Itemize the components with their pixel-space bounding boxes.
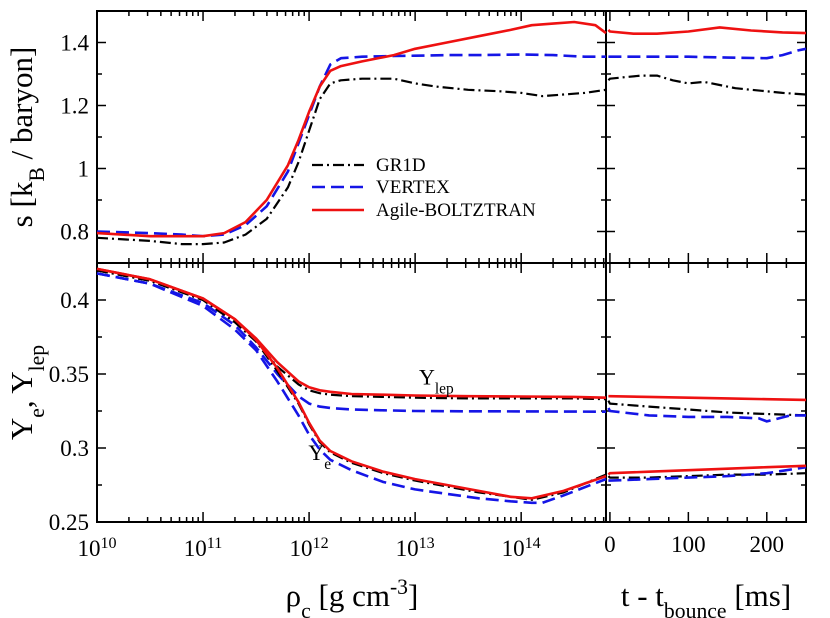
top-panel-left-frame [96, 10, 607, 264]
legend-label-agile-boltztran: Agile-BOLTZTRAN [376, 200, 536, 221]
x-axis-label-rho: ρc [g cm-3] [286, 575, 419, 618]
top-panel-right-frame [605, 10, 807, 264]
chart-axes-group [96, 10, 807, 523]
x-axis-label-time: t - tbounce [ms] [621, 578, 791, 618]
series-agile-boltztran-time [607, 26, 807, 36]
series-vertex-ye-time [608, 465, 807, 482]
series-vertex-ylep-rho [96, 272, 607, 414]
series-agile-boltztran-ylep-time [608, 394, 807, 402]
series-gr1d-ye-time [607, 472, 807, 479]
series-agile-boltztran-rho [96, 20, 607, 238]
legend-label-vertex: VERTEX [376, 177, 450, 198]
chart-series-group [96, 20, 807, 505]
series-gr1d-ylep-time [607, 400, 807, 417]
top-y-tick-label-1.4: 1.4 [60, 31, 89, 56]
y-axis-label-entropy: s [kB / baryon] [4, 47, 49, 228]
series-vertex-time [608, 47, 807, 60]
x-tick-label-t-100: 100 [671, 532, 706, 557]
bottom-y-tick-label-0.3: 0.3 [60, 436, 89, 461]
x-tick-label-10-13: 1013 [396, 535, 435, 562]
x-tick-label-10-11: 1011 [184, 535, 223, 562]
bottom-panel-right-frame [605, 262, 807, 523]
x-tick-label-10-12: 1012 [290, 535, 329, 562]
x-tick-label-t-200: 200 [750, 532, 785, 557]
series-agile-boltztran-ye-time [607, 464, 807, 476]
bottom-y-tick-label-0.25: 0.25 [49, 510, 89, 535]
series-gr1d-ye-rho [96, 269, 607, 501]
x-tick-label-10-14: 1014 [502, 535, 541, 562]
chart-labels-group: 0.8 1 1.2 1.4 0.25 0.3 0.35 0.4 Ylep Ye 1010 1011 10… [4, 31, 791, 618]
bottom-y-tick-label-0.4: 0.4 [60, 288, 89, 313]
bottom-y-tick-label-0.35: 0.35 [49, 362, 89, 387]
series-agile-boltztran-ye-rho [96, 267, 607, 500]
top-y-tick-label-1: 1 [78, 157, 90, 182]
x-tick-label-t-0: 0 [604, 532, 616, 557]
series-vertex-ye-rho [96, 272, 607, 505]
annotation-ye: Ye [308, 440, 331, 473]
series-gr1d-time [607, 74, 807, 96]
x-tick-label-10-10: 1010 [77, 535, 116, 562]
legend-label-gr1d: GR1D [376, 155, 426, 176]
bottom-panel-left-frame [96, 262, 607, 523]
top-y-tick-label-0.8: 0.8 [60, 220, 89, 245]
top-y-tick-label-1.2: 1.2 [60, 94, 89, 119]
annotation-ylep: Ylep [419, 364, 454, 397]
series-vertex-ylep-time [607, 407, 806, 423]
y-axis-label-fractions: Ye, Ylep [4, 345, 49, 440]
